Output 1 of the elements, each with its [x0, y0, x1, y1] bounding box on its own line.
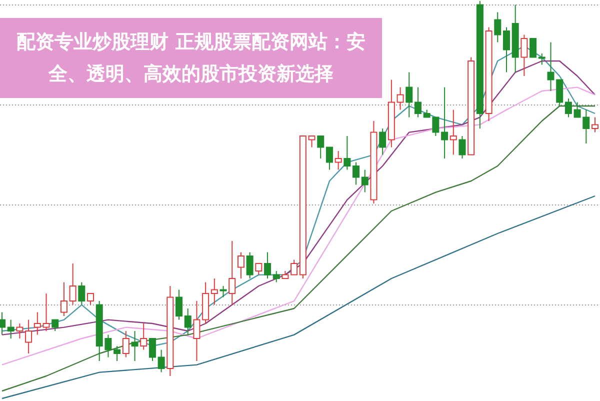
text: 配资专业炒股理财 正规股票配资网站：安全、透明、高效的股市投资新选择: [16, 30, 366, 87]
